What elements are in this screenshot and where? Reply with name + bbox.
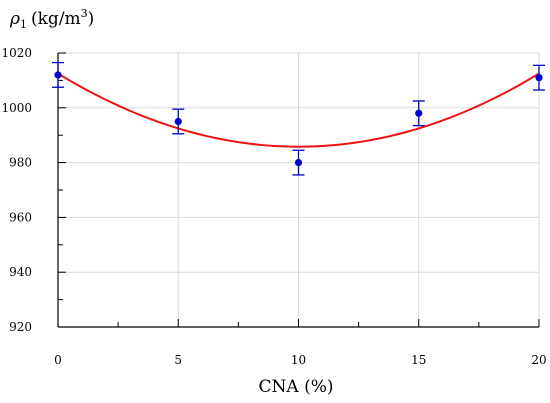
y-tick-labels: 920 940 960 980 1000 1020	[1, 46, 32, 334]
x-tick-labels: 0 5 10 15 20	[54, 353, 546, 367]
grid	[58, 52, 540, 327]
data-point	[415, 109, 423, 117]
y-axis-superscript: 3	[81, 7, 88, 20]
y-tick-label: 1020	[1, 46, 32, 60]
y-axis-subscript: 1	[20, 18, 27, 31]
y-tick-label: 940	[9, 265, 32, 279]
x-tick-label: 0	[54, 353, 62, 367]
data-point	[174, 117, 182, 126]
data-point	[54, 71, 62, 79]
fit-curve-line	[57, 72, 540, 148]
axes	[57, 52, 540, 328]
y-axis-symbol: ρ	[9, 9, 20, 29]
fit-curve	[57, 72, 540, 148]
y-tick-label: 960	[9, 210, 32, 224]
x-tick-label: 10	[291, 353, 306, 367]
y-axis-label: ρ1 (kg/m3)	[9, 7, 94, 31]
y-tick-label: 980	[9, 156, 32, 170]
data-points	[52, 61, 545, 176]
data-point-group	[52, 61, 64, 88]
y-tick-label: 1000	[1, 101, 32, 115]
x-tick-label: 20	[531, 353, 546, 367]
data-point-group	[292, 149, 305, 176]
x-tick-label: 5	[174, 353, 182, 367]
x-axis-label: CNA (%)	[259, 377, 334, 397]
data-point	[535, 74, 543, 82]
y-axis-unit: (kg/m	[31, 9, 81, 29]
data-point-group	[533, 64, 545, 91]
x-tick-label: 15	[411, 353, 426, 367]
data-point-group	[412, 100, 425, 127]
y-tick-label: 920	[9, 320, 32, 334]
data-point	[294, 159, 303, 167]
y-axis-close: )	[88, 9, 95, 29]
data-point-group	[172, 108, 185, 135]
